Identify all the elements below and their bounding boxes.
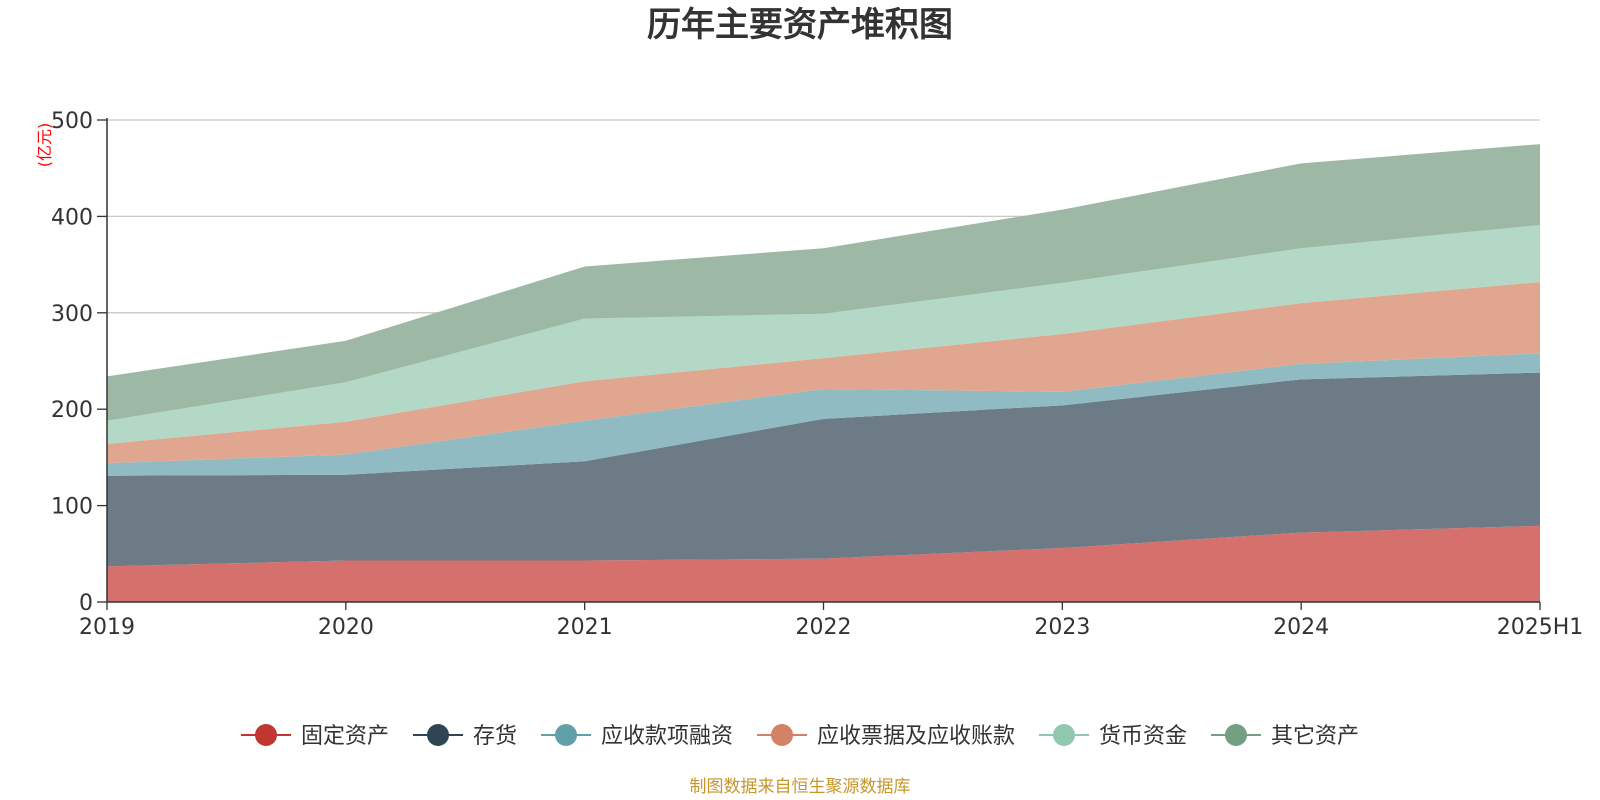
data-source-note: 制图数据来自恒生聚源数据库 (690, 777, 911, 797)
legend-item[interactable]: 应收款项融资 (541, 724, 733, 749)
y-axis-unit: (亿元) (35, 123, 54, 168)
x-tick-label: 2023 (1034, 615, 1090, 640)
legend-label: 存货 (473, 724, 517, 749)
axes: 0 100 200 300 400 500 2019 2020 2021 2022 2023 2024… (51, 109, 1583, 640)
y-tick-label: 500 (51, 109, 93, 134)
x-tick-label: 2020 (318, 615, 374, 640)
legend-label: 其它资产 (1271, 724, 1359, 749)
legend-marker (1053, 724, 1075, 746)
area-series-3 (107, 353, 1540, 476)
legend-label: 货币资金 (1099, 724, 1187, 749)
y-tick-label: 200 (51, 398, 93, 423)
x-tick-label: 2022 (796, 615, 852, 640)
x-tick-label: 2021 (557, 615, 613, 640)
legend-item[interactable]: 固定资产 (241, 724, 389, 749)
legend-marker (1225, 724, 1247, 746)
legend-item[interactable]: 货币资金 (1039, 724, 1187, 749)
y-tick-label: 300 (51, 302, 93, 327)
area-series (107, 144, 1540, 602)
legend-item[interactable]: 应收票据及应收账款 (757, 724, 1015, 749)
area-series-6 (107, 144, 1540, 421)
legend-label: 应收票据及应收账款 (817, 724, 1015, 749)
legend-label: 固定资产 (301, 724, 389, 749)
y-tick-label: 0 (79, 591, 93, 616)
legend-marker (427, 724, 449, 746)
legend-item[interactable]: 其它资产 (1211, 724, 1359, 749)
chart-title: 历年主要资产堆积图 (647, 5, 953, 45)
legend-label: 应收款项融资 (601, 724, 733, 749)
x-tick-label: 2019 (79, 615, 135, 640)
area-series-4 (107, 281, 1540, 464)
area-series-2 (107, 372, 1540, 567)
legend-marker (555, 724, 577, 746)
area-series-1 (107, 525, 1540, 602)
legend-marker (255, 724, 277, 746)
y-tick-label: 100 (51, 495, 93, 520)
x-tick-label: 2025H1 (1497, 615, 1584, 640)
legend-marker (771, 724, 793, 746)
x-tick-label: 2024 (1273, 615, 1329, 640)
legend-item[interactable]: 存货 (413, 724, 517, 749)
y-tick-label: 400 (51, 205, 93, 230)
legend: 固定资产 存货 应收款项融资 应收票据及应收账款 货币资金 其它资产 (241, 724, 1359, 749)
area-series-5 (107, 225, 1540, 444)
